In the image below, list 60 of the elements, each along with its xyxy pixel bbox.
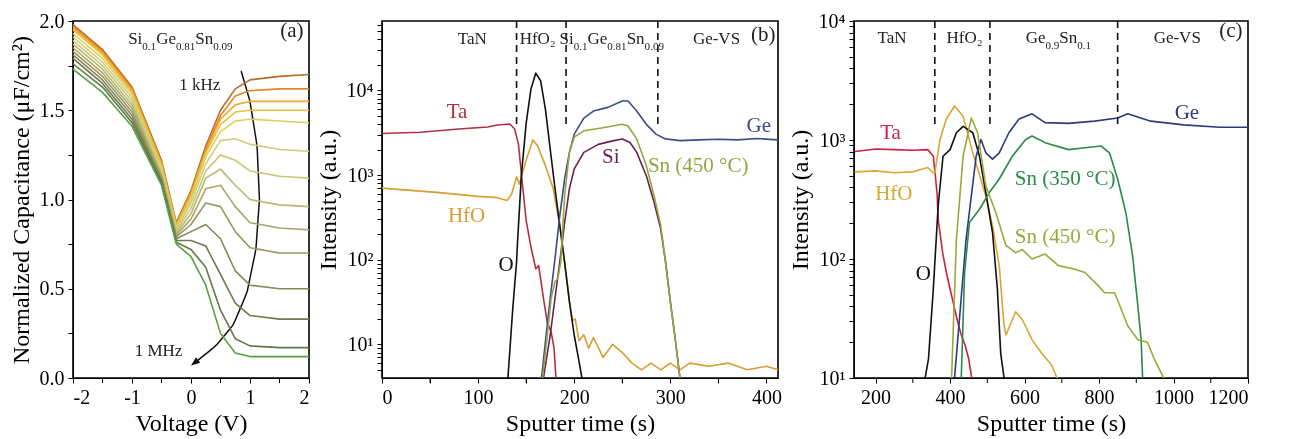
y-tick-label: 10⁴: [346, 78, 374, 101]
annotation: Ge-VS: [692, 29, 741, 49]
chart-title: (b): [750, 21, 776, 46]
annotation: Ge$_{0.9}$Sn$_{0.1}$: [1025, 27, 1092, 51]
series-label: Si: [602, 144, 620, 169]
annotation: HfO₂: [946, 27, 983, 47]
y-tick-label: 0.0: [39, 366, 65, 389]
y-tick-label: 10²: [819, 247, 846, 270]
series-label: Ge: [1174, 99, 1200, 124]
y-tick-label: 10⁴: [818, 9, 846, 32]
series-label: Sn (450 °C): [1014, 224, 1116, 249]
y-axis-title: Normalized Capacitance (μF/cm²): [7, 36, 34, 364]
y-tick-label: 10¹: [347, 332, 374, 355]
series-label: O: [915, 260, 931, 285]
y-tick-label: 0.5: [39, 277, 65, 300]
y-tick-label: 10³: [819, 128, 846, 151]
chart-title: (c): [1219, 18, 1243, 42]
annotation: TaN: [877, 27, 907, 47]
series-label: Sn (350 °C): [1014, 166, 1116, 191]
y-tick-label: 2.0: [39, 9, 65, 32]
y-tick-label: 10³: [347, 163, 374, 186]
x-tick-label: 1200: [1208, 385, 1249, 408]
x-tick-label: -1: [124, 385, 141, 408]
series-label: Ge: [746, 112, 772, 137]
annotation: Ge-VS: [1153, 27, 1201, 47]
annotation: HfO₂: [519, 29, 556, 49]
x-tick-label: 800: [1084, 385, 1115, 408]
annotation: Si$_{0.1}$Ge$_{0.81}$Sn$_{0.09}$: [128, 28, 234, 52]
y-tick-label: 1.5: [39, 98, 65, 121]
y-axis-title: Intensity (a.u.): [314, 129, 341, 271]
x-tick-label: 200: [559, 385, 590, 408]
x-axis-title: Voltage (V): [135, 409, 248, 436]
x-tick-label: 0: [186, 385, 197, 408]
x-tick-label: 400: [751, 385, 782, 408]
x-axis-title: Sputter time (s): [505, 409, 656, 436]
series-label: Ta: [446, 99, 468, 124]
x-axis-title: Sputter time (s): [976, 409, 1127, 436]
annotation: 1 MHz: [134, 341, 183, 361]
series-label: O: [498, 252, 514, 277]
x-tick-label: 0: [382, 385, 393, 408]
annotation: TaN: [457, 29, 487, 49]
x-tick-label: 600: [1010, 385, 1041, 408]
y-tick-label: 10¹: [819, 366, 846, 389]
x-tick-label: 100: [463, 385, 494, 408]
series-label: HfO: [447, 202, 486, 227]
series-label: Sn (450 °C): [647, 152, 749, 177]
series-label: Ta: [880, 119, 902, 144]
y-tick-label: 10²: [347, 248, 374, 271]
x-tick-label: 2: [299, 385, 310, 408]
x-tick-label: 1000: [1154, 385, 1195, 408]
x-tick-label: 300: [655, 385, 686, 408]
chart-title: (a): [280, 18, 304, 42]
annotation: 1 kHz: [179, 75, 221, 95]
series-label: HfO: [875, 181, 913, 206]
x-tick-label: 1: [245, 385, 256, 408]
y-axis-title: Intensity (a.u.): [786, 129, 813, 271]
x-tick-label: -2: [73, 385, 91, 408]
y-tick-label: 1.0: [39, 188, 65, 210]
x-tick-label: 400: [935, 385, 966, 408]
x-tick-label: 200: [861, 385, 892, 408]
